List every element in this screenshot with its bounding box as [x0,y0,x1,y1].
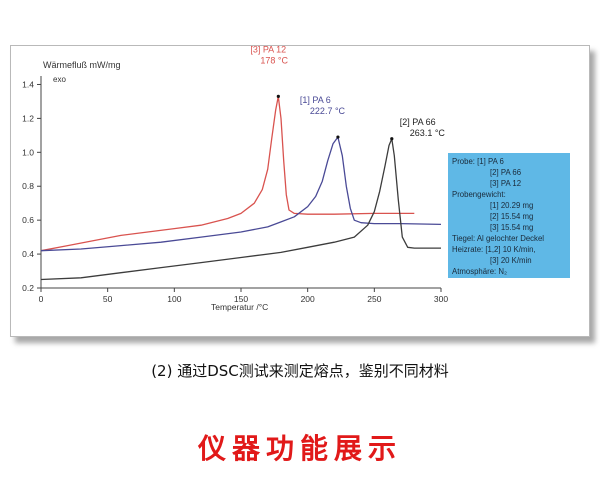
x-tick-label: 150 [234,294,248,304]
peak-label-sample: [3] PA 12 [250,46,286,54]
info-box-line: Probe: [1] PA 6 [452,157,504,166]
series-line-0 [40,95,415,252]
info-box-line: Heizrate: [1,2] 10 K/min, [452,245,536,254]
measurement-info-box: Probe: [1] PA 6 [2] PA 66 [3] PA 12 Probeng… [448,153,570,278]
x-tick-label: 50 [103,294,113,304]
info-box-line: Atmosphäre: N₂ [452,267,507,276]
info-box-line: [2] PA 66 [490,168,521,177]
series-line-2 [40,138,441,281]
y-tick-label: 1.4 [22,79,34,89]
info-box-line: Tiegel: Al gelochter Deckel [452,234,544,243]
y-tick-label: 0.4 [22,249,34,259]
info-box-line: [3] PA 12 [490,179,521,188]
x-tick-label: 100 [167,294,181,304]
x-tick-label: 250 [367,294,381,304]
peak-marker [390,137,394,141]
peak-marker [336,135,340,139]
info-box-background [448,153,570,278]
y-tick-label: 0.6 [22,215,34,225]
info-box-line: [2] 15.54 mg [490,212,533,221]
peak-label-temperature: 263.1 °C [410,128,446,138]
x-tick-label: 300 [434,294,448,304]
y-axis-exo-label: exo [53,75,66,84]
info-box-line: [3] 20 K/min [490,256,532,265]
info-box-line: [1] 20.29 mg [490,201,533,210]
x-axis-label: Temperatur /°C [211,302,268,312]
peak-label-temperature: 178 °C [260,55,288,65]
series-lines [40,95,442,281]
x-tick-label: 200 [301,294,315,304]
dsc-chart-panel: Wärmefluß mW/mg exo Temperatur /°C 0 50 10… [10,45,590,337]
peak-label-sample: [1] PA 6 [300,95,331,105]
figure-caption: (2) 通过DSC测试来测定熔点，鉴别不同材料 [151,362,449,380]
info-box-line: [3] 15.54 mg [490,223,533,232]
page-title: 仪器功能展示 [197,432,402,465]
y-axis-label: Wärmefluß mW/mg [43,60,121,70]
peak-label-temperature: 222.7 °C [310,106,346,116]
series-line-1 [40,136,442,252]
dsc-chart: Wärmefluß mW/mg exo Temperatur /°C 0 50 10… [22,46,570,312]
ticks: 0 50 100 150 200 250 300 0.2 0.4 0.6 0.8 1.0 1.2 1.4 [22,79,448,304]
info-box-line: Probengewicht: [452,190,506,199]
y-tick-label: 1.0 [22,147,34,157]
y-tick-label: 0.8 [22,181,34,191]
y-tick-label: 1.2 [22,113,34,123]
x-tick-label: 0 [39,294,44,304]
y-tick-label: 0.2 [22,283,34,293]
peak-label-sample: [2] PA 66 [400,117,436,127]
peak-marker [276,94,280,98]
